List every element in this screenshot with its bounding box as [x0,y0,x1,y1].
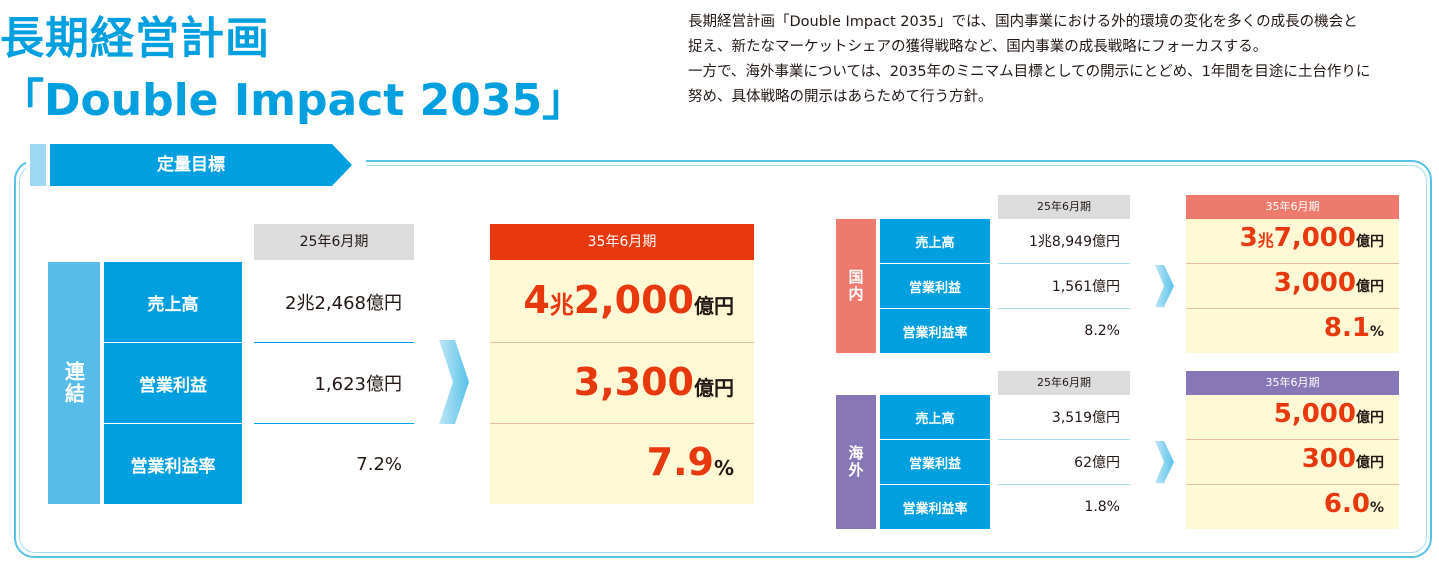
domestic-target-op: 3,000 億円 [1273,268,1384,298]
overseas-current-header: 25年6月期 [998,371,1130,395]
description-line: 長期経営計画「Double Impact 2035」では、国内事業における外的環… [688,14,1358,30]
arrow-right-icon [1155,441,1174,483]
consolidated-side-label: 連結 [48,262,100,504]
domestic-target-margin: 8.1% [1323,313,1384,343]
arrow-right-icon [1155,265,1174,307]
description: 長期経営計画「Double Impact 2035」では、国内事業における外的環… [688,10,1433,110]
arrow-right-icon [439,340,469,424]
tab-arrow-shape [50,144,352,186]
overseas-label-sales: 売上高 [880,395,990,439]
domestic-label-sales: 売上高 [880,219,990,263]
consolidated-label-sales: 売上高 [104,262,242,342]
domestic-current-margin: 8.2% [1084,323,1120,339]
overseas-target-panel [1186,395,1399,529]
overseas-side-label: 海外 [836,395,876,529]
consolidated-target-panel [490,260,754,504]
consolidated-label-margin: 営業利益率 [104,424,242,504]
description-line: 一方で、海外事業については、2035年のミニマム目標としての開示にとどめ、1年間… [688,64,1371,80]
consolidated-current-header: 25年6月期 [254,224,414,260]
domestic-current-header: 25年6月期 [998,195,1130,219]
overseas-label-margin: 営業利益率 [880,485,990,529]
overseas-target-margin: 6.0% [1323,489,1384,519]
domestic-target-header: 35年6月期 [1186,195,1399,219]
consolidated-current-margin: 7.2% [356,453,402,475]
overseas-target-op: 300 億円 [1301,444,1384,474]
consolidated-target-sales: 4 兆 2,000 億円 [523,278,734,322]
description-line: 努め、具体戦略の開示はあらためて行う方針。 [688,89,993,105]
domestic-side-label: 国内 [836,219,876,353]
consolidated-target-op: 3,300 億円 [573,360,734,404]
page-title: 長期経営計画 [0,13,270,64]
consolidated-current-op: 1,623億円 [314,374,402,395]
overseas-label-op: 営業利益 [880,440,990,484]
consolidated-target-margin: 7.9% [646,440,734,484]
tab-label: 定量目標 [157,155,225,175]
consolidated-label-op: 営業利益 [104,343,242,423]
overseas-target-header: 35年6月期 [1186,371,1399,395]
section-tab: 定量目標 [30,144,352,186]
overseas-current-op: 62億円 [1074,455,1120,471]
domestic-current-op: 1,561億円 [1051,279,1120,295]
domestic-target-panel [1186,219,1399,353]
overseas-current-sales: 3,519億円 [1051,410,1120,426]
overseas-target-sales: 5,000 億円 [1273,399,1384,429]
plan-name: 「Double Impact 2035」 [0,75,587,126]
overseas-current-margin: 1.8% [1084,499,1120,515]
consolidated-target-header: 35年6月期 [490,224,754,260]
description-line: 捉え、新たなマーケットシェアの獲得戦略など、国内事業の成長戦略にフォーカスする。 [688,39,1268,55]
content-frame-inner [19,165,1427,553]
consolidated-current-sales: 2兆2,468億円 [285,293,402,314]
domestic-label-op: 営業利益 [880,264,990,308]
domestic-label-margin: 営業利益率 [880,309,990,353]
domestic-target-sales: 3 兆 7,000 億円 [1239,223,1384,253]
content-frame [14,160,1432,558]
domestic-current-sales: 1兆8,949億円 [1029,234,1120,250]
